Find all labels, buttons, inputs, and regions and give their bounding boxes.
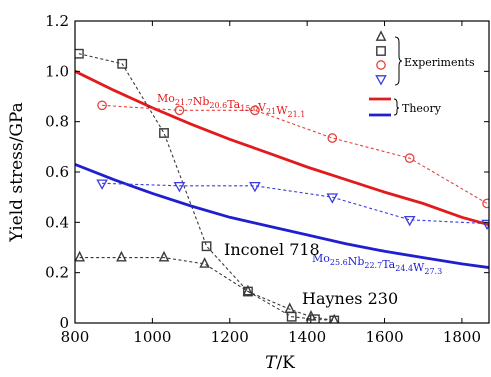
formula-element: Nb	[348, 255, 365, 268]
experiment-line-1	[78, 53, 335, 322]
legend-marker	[375, 75, 387, 86]
x-tick-label: 800	[61, 328, 90, 346]
x-tick-label: 1600	[365, 328, 403, 346]
y-axis-label: Yield stress/GPa	[7, 102, 27, 242]
formula-element: Ta	[382, 258, 395, 271]
plot-area	[75, 48, 489, 323]
data-point	[326, 193, 339, 204]
data-point	[199, 257, 210, 268]
x-axis-label: T/K	[265, 353, 295, 373]
formula-element: Mo	[157, 92, 175, 105]
x-tick-label: 1400	[288, 328, 326, 346]
formula-subscript: 21.7	[175, 98, 193, 107]
y-tick-label: 0.2	[45, 264, 69, 282]
inconel-label: Inconel 718	[224, 240, 320, 259]
x-axis-label-var: T	[265, 353, 278, 373]
formula-element: W	[276, 104, 288, 117]
data-point	[96, 179, 108, 190]
formula-subscript: 21.1	[288, 110, 306, 119]
red-alloy-label: Mo21.7Nb20.6Ta15.0V21W21.1	[157, 92, 305, 119]
formula-element: Nb	[193, 95, 210, 108]
data-point	[243, 286, 253, 297]
data-point	[482, 198, 489, 209]
data-point	[116, 250, 127, 262]
formula-subscript: 22.7	[364, 261, 382, 270]
y-tick-label: 0.6	[45, 163, 69, 181]
legend-brace-theory	[393, 98, 400, 116]
legend: Experiments Theory	[369, 30, 475, 117]
data-point	[250, 105, 260, 116]
data-point	[309, 314, 320, 323]
data-point	[158, 250, 170, 262]
data-point	[249, 181, 261, 193]
formula-subscript: 24.4	[395, 264, 413, 273]
formula-subscript: 25.6	[330, 258, 348, 267]
formula-subscript: 20.6	[209, 101, 227, 110]
blue-alloy-label: Mo25.6Nb22.7Ta24.4W27.3	[312, 252, 442, 276]
experiment-line-2	[102, 104, 488, 204]
formula-element: V	[257, 101, 267, 114]
experiment-line-0	[79, 257, 335, 322]
data-point	[327, 133, 338, 143]
data-point	[404, 153, 415, 164]
axes: 800 1000 1200 1400 1600 1800 0 0.2 0.4 0.6 0.8 1.0 1…	[45, 12, 490, 346]
theory-line-1	[75, 163, 489, 269]
haynes-label: Haynes 230	[302, 289, 398, 308]
formula-subscript: 15.0	[240, 104, 258, 113]
formula-element: Mo	[312, 252, 330, 265]
data-point	[201, 241, 212, 252]
legend-brace-experiments	[394, 36, 403, 86]
y-tick-label: 0	[59, 314, 69, 332]
x-tick-label: 1800	[443, 328, 481, 346]
y-tick-label: 1.0	[45, 62, 69, 80]
y-tick-label: 0.8	[45, 113, 69, 131]
data-point	[242, 284, 254, 296]
data-point	[329, 313, 339, 323]
legend-marker	[376, 60, 386, 70]
data-point	[329, 315, 340, 323]
formula-subscript: 27.3	[424, 267, 442, 276]
y-tick-label: 1.2	[45, 12, 69, 30]
legend-theory-label: Theory	[402, 102, 442, 115]
data-point	[75, 250, 85, 262]
formula-element: W	[413, 261, 425, 274]
experiment-line-3	[102, 182, 488, 225]
data-point	[97, 100, 107, 111]
x-tick-label: 1000	[133, 328, 171, 346]
data-point	[173, 181, 186, 193]
data-point	[286, 311, 297, 322]
legend-experiments-label: Experiments	[404, 56, 475, 69]
data-point	[284, 302, 296, 314]
data-point	[159, 128, 169, 138]
x-tick-label: 1200	[211, 328, 249, 346]
formula-element: Ta	[227, 98, 240, 111]
theory-line-0	[75, 70, 489, 227]
data-point	[481, 219, 489, 231]
legend-marker	[375, 30, 387, 41]
legend-marker	[376, 46, 386, 56]
series-group	[75, 48, 489, 323]
x-axis-label-unit: /K	[276, 353, 295, 373]
data-point	[174, 105, 185, 116]
y-tick-label: 0.4	[45, 213, 69, 231]
data-point	[403, 215, 416, 227]
annotations: Mo21.7Nb20.6Ta15.0V21W21.1Mo25.6Nb22.7Ta…	[157, 92, 442, 308]
data-point	[75, 48, 84, 59]
formula-subscript: 21	[266, 107, 276, 116]
data-point	[117, 58, 128, 69]
